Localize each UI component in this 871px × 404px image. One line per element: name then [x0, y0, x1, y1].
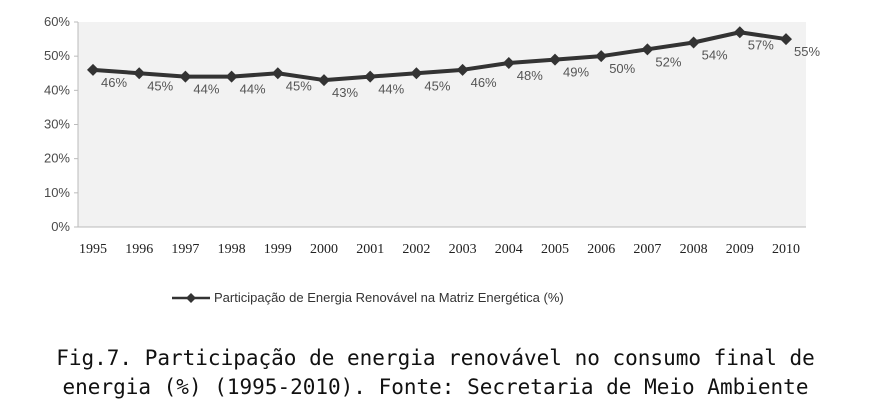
data-point-marker: [733, 26, 746, 39]
data-label: 52%: [655, 54, 681, 69]
data-label: 43%: [332, 85, 358, 100]
data-label: 48%: [517, 68, 543, 83]
y-tick-label: 0%: [51, 219, 70, 234]
data-point-marker: [271, 67, 284, 80]
x-tick-label: 1998: [218, 242, 246, 257]
series-polyline: [92, 30, 787, 83]
x-tick-label: 2006: [587, 242, 615, 257]
data-point-marker: [456, 63, 469, 76]
y-tick-label: 30%: [44, 117, 70, 132]
data-label: 57%: [748, 37, 774, 52]
data-point-marker: [595, 50, 608, 63]
x-tick-label: 1996: [125, 242, 153, 257]
y-tick-label: 40%: [44, 82, 70, 97]
x-tick-label: 2003: [449, 242, 477, 257]
data-label: 55%: [794, 44, 820, 59]
data-label: 46%: [101, 75, 127, 90]
caption-line-1: Fig.7. Participação de energia renovável…: [56, 346, 815, 370]
data-label: 44%: [240, 82, 266, 97]
x-tick-label: 1995: [79, 242, 107, 257]
x-tick-label: 2004: [495, 242, 523, 257]
series-line: [92, 30, 787, 83]
plot-area: [78, 22, 806, 227]
data-label: 45%: [424, 78, 450, 93]
data-label: 50%: [609, 61, 635, 76]
data-point-marker: [318, 74, 330, 87]
data-point-marker: [133, 67, 146, 80]
x-axis: 1995 1996 1997 1998 1999 2000 2001 2002 2003 2004…: [78, 226, 806, 257]
figure-caption: Fig.7. Participação de energia renovável…: [0, 344, 871, 402]
data-point-marker: [641, 43, 654, 56]
data-point-marker: [549, 53, 561, 66]
legend-label: Participação de Energia Renovável na Mat…: [214, 290, 564, 305]
data-point-marker: [87, 63, 99, 76]
legend-marker: [186, 293, 196, 303]
data-label: 54%: [702, 48, 728, 63]
legend: Participação de Energia Renovável na Mat…: [172, 290, 564, 305]
x-tick-label: 2001: [356, 242, 384, 257]
data-label: 45%: [286, 78, 312, 93]
x-tick-label: 2000: [310, 242, 338, 257]
x-tick-label: 2008: [680, 242, 708, 257]
x-tick-label: 1997: [171, 242, 199, 257]
line-chart: 0%10%20%30%40%50%60% 1995 1996 1997 1998 199…: [43, 14, 821, 305]
data-label: 49%: [563, 65, 589, 80]
data-label: 45%: [147, 78, 173, 93]
caption-line-2: energia (%) (1995-2010). Fonte: Secretar…: [62, 375, 809, 399]
data-label: 44%: [378, 82, 404, 97]
x-tick-label: 2002: [402, 242, 430, 257]
chart-panel: 0% 10% 20% 30% 40% 50% 60% 1995 1996 1997 1998 199…: [43, 14, 821, 305]
data-point-marker: [410, 67, 423, 80]
y-tick-label: 10%: [44, 185, 70, 200]
x-tick-label: 2007: [633, 242, 661, 257]
data-point-marker: [780, 33, 792, 46]
y-tick-label: 60%: [44, 14, 70, 29]
data-label: 44%: [193, 82, 219, 97]
data-point-marker: [687, 36, 700, 49]
data-point-marker: [364, 70, 377, 83]
y-tick-label: 20%: [44, 151, 70, 166]
data-point-marker: [502, 57, 515, 69]
y-axis: 0% 10% 20% 30% 40% 50% 60%: [44, 14, 79, 234]
x-tick-label: 2010: [772, 242, 800, 257]
x-tick-label: 1999: [264, 242, 292, 257]
data-points: [87, 26, 792, 87]
data-point-marker: [225, 70, 238, 83]
data-labels: 46% 45% 44% 44% 45% 43% 44% 45% 46% 48% 49% 50% 52% 5…: [101, 37, 820, 100]
x-tick-label: 2009: [726, 242, 754, 257]
y-tick-label: 50%: [44, 48, 70, 63]
data-point-marker: [179, 70, 192, 83]
data-label: 46%: [471, 75, 497, 90]
x-tick-label: 2005: [541, 242, 569, 257]
